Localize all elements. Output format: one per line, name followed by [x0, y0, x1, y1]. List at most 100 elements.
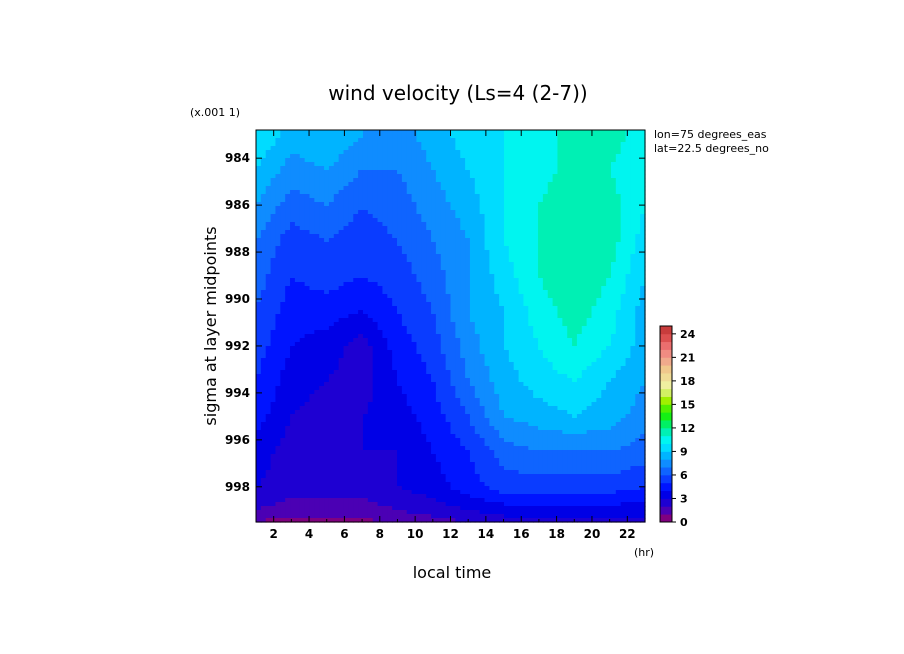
contour-cell	[518, 162, 525, 167]
contour-cell	[353, 358, 359, 363]
contour-cell	[455, 374, 461, 379]
contour-cell	[547, 334, 554, 339]
contour-cell	[367, 130, 374, 135]
contour-cell	[465, 242, 471, 247]
contour-cell	[499, 330, 505, 335]
contour-cell	[635, 374, 641, 379]
contour-cell	[469, 194, 476, 199]
contour-cell	[615, 206, 622, 211]
contour-cell	[256, 282, 262, 287]
contour-cell	[610, 254, 617, 259]
contour-cell	[290, 174, 296, 179]
contour-cell	[606, 146, 612, 151]
contour-cell	[494, 358, 500, 363]
contour-cell	[328, 378, 335, 383]
contour-cell	[615, 146, 622, 151]
contour-cell	[367, 154, 374, 159]
contour-cell	[567, 338, 573, 343]
contour-cell	[348, 286, 354, 291]
contour-cell	[630, 314, 636, 319]
contour-cell	[591, 194, 597, 199]
contour-cell	[576, 146, 583, 151]
contour-cell	[542, 186, 549, 191]
contour-cell	[455, 258, 461, 263]
contour-cell	[353, 146, 359, 151]
contour-cell	[479, 142, 486, 147]
contour-cell	[406, 242, 413, 247]
contour-cell	[494, 322, 500, 327]
contour-cell	[460, 302, 466, 307]
contour-cell	[484, 282, 490, 287]
contour-cell	[567, 206, 573, 211]
contour-cell	[416, 154, 422, 159]
contour-cell	[382, 334, 388, 339]
contour-cell	[304, 306, 311, 311]
contour-cell	[533, 254, 539, 259]
contour-cell	[265, 286, 272, 291]
contour-cell	[401, 254, 408, 259]
contour-cell	[615, 238, 622, 243]
contour-cell	[426, 238, 432, 243]
contour-cell	[294, 274, 301, 279]
contour-cell	[280, 286, 286, 291]
contour-cell	[338, 174, 345, 179]
contour-cell	[538, 342, 544, 347]
contour-cell	[411, 162, 418, 167]
contour-cell	[635, 214, 641, 219]
contour-cell	[479, 326, 486, 331]
contour-cell	[265, 250, 272, 255]
contour-cell	[610, 170, 617, 175]
contour-cell	[260, 298, 267, 303]
contour-cell	[294, 170, 301, 175]
contour-cell	[523, 170, 529, 175]
contour-cell	[523, 266, 529, 271]
contour-cell	[635, 174, 641, 179]
contour-cell	[610, 310, 617, 315]
contour-cell	[586, 182, 593, 187]
contour-cell	[528, 274, 534, 279]
contour-cell	[411, 330, 418, 335]
contour-cell	[426, 290, 432, 295]
contour-cell	[377, 234, 384, 239]
contour-cell	[606, 254, 612, 259]
contour-cell	[552, 202, 559, 207]
contour-cell	[392, 350, 398, 355]
contour-cell	[294, 134, 301, 139]
contour-cell	[460, 198, 466, 203]
contour-cell	[372, 286, 379, 291]
contour-cell	[465, 362, 471, 367]
contour-cell	[343, 202, 349, 207]
contour-cell	[256, 302, 262, 307]
contour-cell	[392, 218, 398, 223]
contour-cell	[260, 134, 267, 139]
contour-cell	[596, 142, 602, 147]
contour-cell	[304, 146, 311, 151]
contour-cell	[362, 130, 369, 135]
contour-cell	[338, 362, 345, 367]
contour-cell	[635, 210, 641, 215]
contour-cell	[270, 286, 277, 291]
contour-cell	[382, 298, 388, 303]
contour-cell	[411, 374, 418, 379]
contour-cell	[542, 142, 549, 147]
contour-cell	[367, 150, 374, 155]
contour-cell	[494, 302, 500, 307]
contour-cell	[426, 202, 432, 207]
contour-cell	[538, 166, 544, 171]
contour-cell	[484, 234, 490, 239]
contour-cell	[290, 162, 296, 167]
contour-cell	[382, 246, 388, 251]
contour-cell	[290, 334, 296, 339]
contour-cell	[635, 338, 641, 343]
contour-cell	[538, 306, 544, 311]
contour-cell	[625, 178, 632, 183]
contour-cell	[328, 286, 335, 291]
contour-cell	[562, 170, 568, 175]
contour-cell	[542, 182, 549, 187]
contour-cell	[309, 190, 315, 195]
contour-cell	[431, 178, 437, 183]
contour-cell	[421, 186, 427, 191]
contour-cell	[586, 270, 593, 275]
contour-cell	[596, 266, 602, 271]
contour-cell	[518, 338, 525, 343]
